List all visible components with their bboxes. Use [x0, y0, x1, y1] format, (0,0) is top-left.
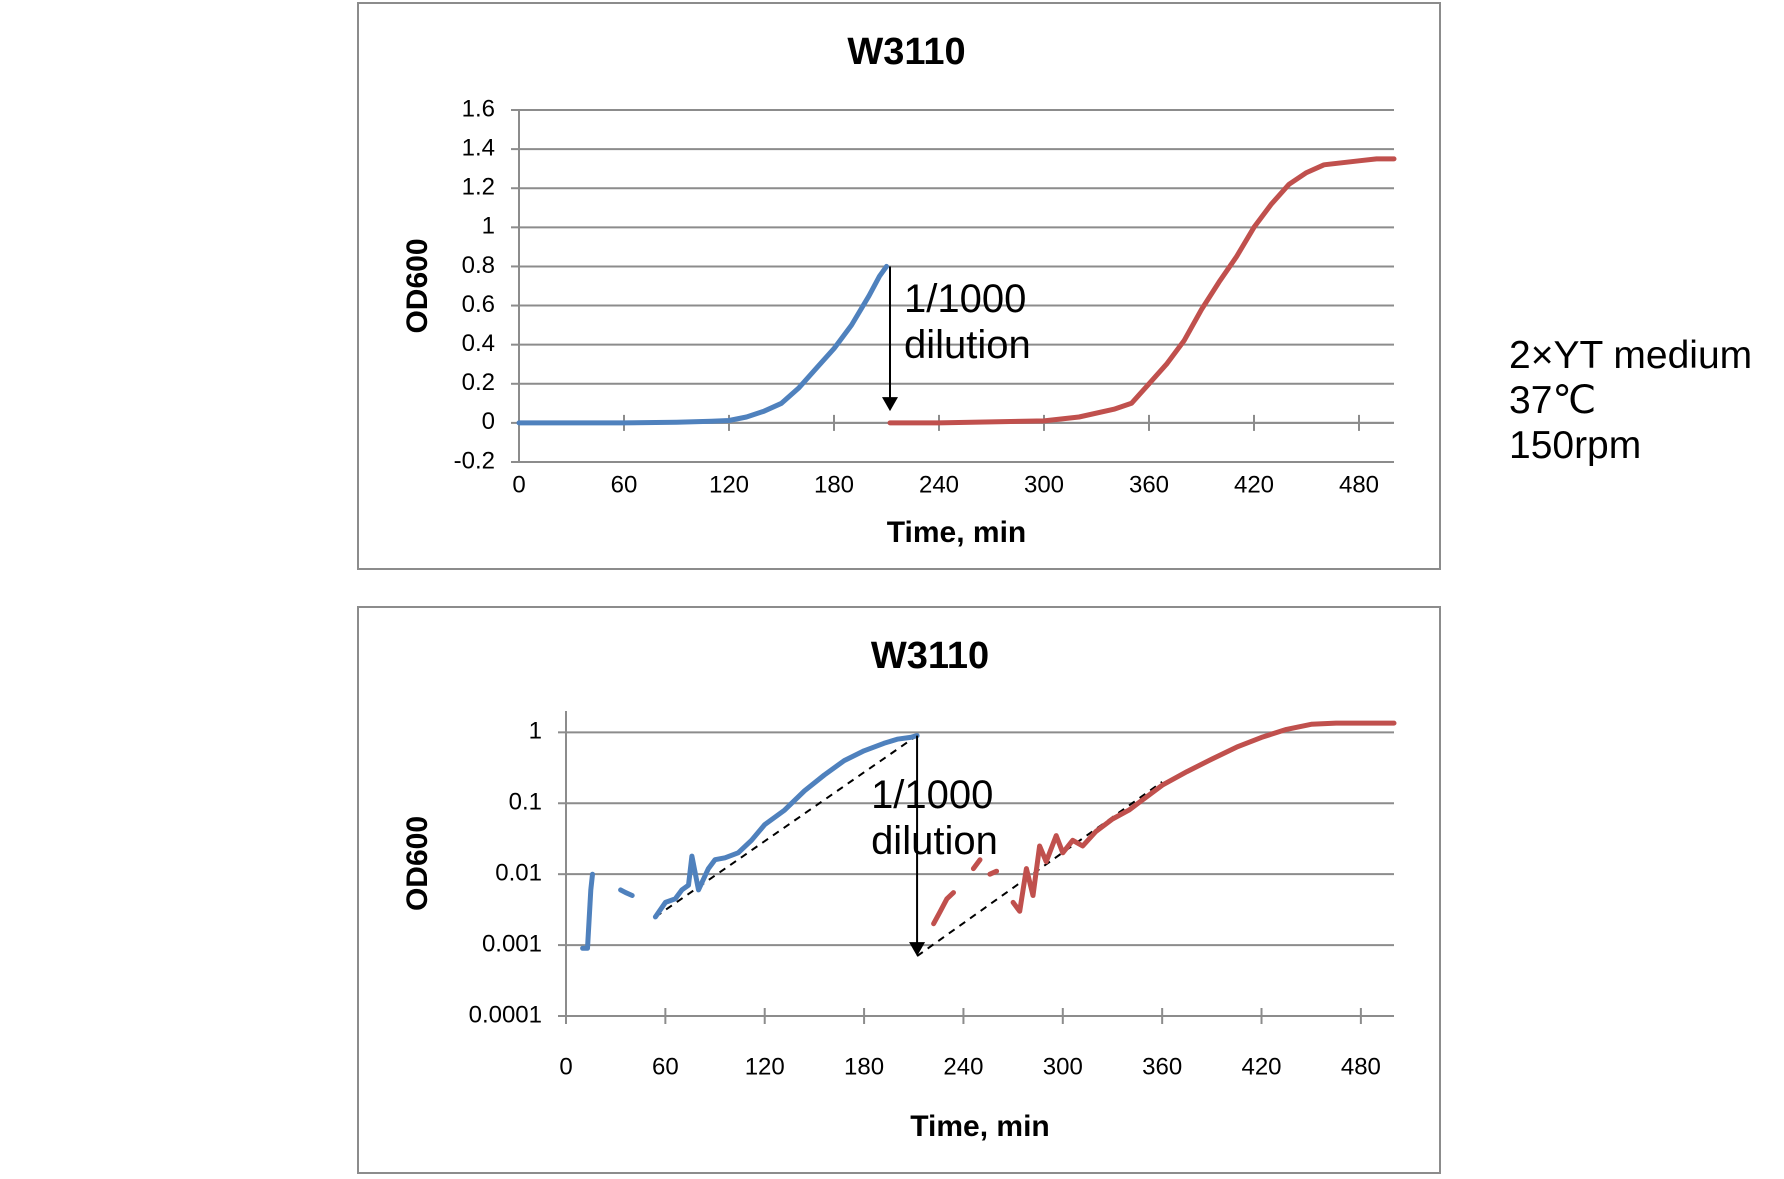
chart-panel-linear: W3110 -0.2 0 0.2 0.4 0.6 0.8 1 1.2 1.4 1.6 0 60 120 18…: [357, 2, 1441, 570]
series-2-line: [887, 156, 1397, 426]
trend-line: [916, 781, 1163, 957]
y-axis-title: OD600: [401, 816, 434, 911]
chart-log-svg: W3110 0.0001 0.001 0.01 0.1 1 0 60 120 180 240 300 3…: [401, 635, 1397, 1143]
x-axis-title: Time, min: [910, 1110, 1049, 1143]
y-tick-label: -0.2: [454, 447, 495, 474]
x-tick-label: 60: [652, 1053, 679, 1080]
series-1-line: [618, 887, 635, 898]
x-tick-label: 120: [709, 471, 749, 498]
series-1-line: [652, 733, 920, 920]
y-tick-label: 0.0001: [469, 1001, 542, 1028]
x-tick-label: 420: [1241, 1053, 1281, 1080]
condition-temperature: 37℃: [1509, 379, 1597, 422]
x-tick-label: 300: [1024, 471, 1064, 498]
series-1-line: [516, 263, 889, 426]
y-tick-label: 0.01: [495, 860, 542, 887]
x-axis-title: Time, min: [887, 516, 1026, 549]
condition-medium: 2×YT medium: [1509, 334, 1753, 377]
y-tick-label: 0.001: [482, 930, 542, 957]
x-tick-label: 480: [1339, 471, 1379, 498]
y-tick-label: 0.6: [462, 291, 495, 318]
annotation-ratio: 1/1000: [904, 277, 1026, 321]
x-tick-label: 0: [559, 1053, 572, 1080]
annotation-label: dilution: [904, 323, 1031, 367]
series-2-line: [1010, 720, 1397, 914]
x-tick-label: 360: [1129, 471, 1169, 498]
growth-conditions: 2×YT medium 37℃ 150rpm: [1509, 333, 1752, 468]
chart-linear-svg: W3110 -0.2 0 0.2 0.4 0.6 0.8 1 1.2 1.4 1.6 0 60 120 18…: [401, 31, 1397, 549]
dilution-arrow-head: [882, 397, 898, 412]
x-tick-label: 420: [1234, 471, 1274, 498]
series-1-line: [580, 871, 595, 951]
series-2-line: [987, 868, 1000, 877]
dilution-arrow-head: [909, 942, 926, 957]
y-tick-label: 1.4: [462, 134, 495, 161]
y-tick-label: 0.2: [462, 369, 495, 396]
x-tick-label: 180: [844, 1053, 884, 1080]
chart-title: W3110: [847, 31, 965, 73]
chart-title: W3110: [871, 635, 989, 677]
annotation-label: dilution: [871, 819, 998, 863]
x-tick-label: 240: [943, 1053, 983, 1080]
x-tick-label: 300: [1043, 1053, 1083, 1080]
x-tick-label: 360: [1142, 1053, 1182, 1080]
y-tick-label: 0.1: [509, 789, 542, 816]
condition-shaking: 150rpm: [1509, 424, 1642, 467]
x-tick-label: 180: [814, 471, 854, 498]
series-2-line: [931, 890, 956, 927]
y-tick-label: 1: [482, 213, 495, 240]
y-tick-label: 0: [482, 408, 495, 435]
x-tick-label: 60: [611, 471, 638, 498]
y-tick-label: 1.2: [462, 174, 495, 201]
y-tick-label: 1.6: [462, 95, 495, 122]
y-tick-label: 1: [529, 718, 542, 745]
x-tick-label: 0: [512, 471, 525, 498]
chart-panel-log: W3110 0.0001 0.001 0.01 0.1 1 0 60 120 180 240 300 3…: [357, 606, 1441, 1174]
x-tick-label: 120: [745, 1053, 785, 1080]
x-tick-label: 240: [919, 471, 959, 498]
y-tick-label: 0.8: [462, 252, 495, 279]
y-axis-title: OD600: [401, 238, 434, 333]
x-tick-label: 480: [1341, 1053, 1381, 1080]
series-2-line: [970, 857, 983, 872]
y-tick-label: 0.4: [462, 330, 495, 357]
annotation-ratio: 1/1000: [871, 773, 993, 817]
